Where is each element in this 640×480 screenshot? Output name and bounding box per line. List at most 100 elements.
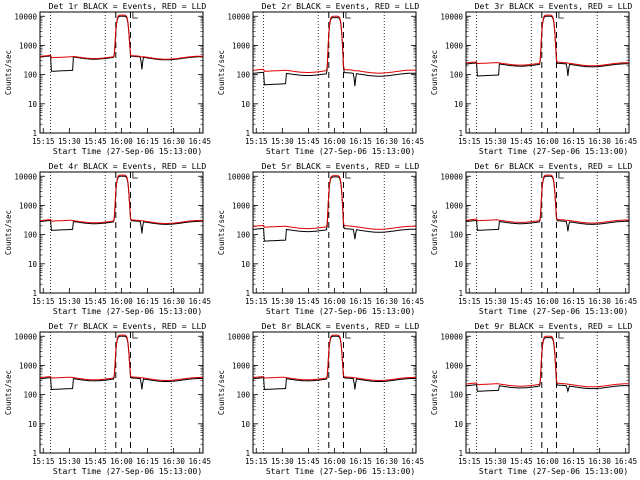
y-tick-label: 10000	[14, 12, 37, 21]
x-tick-label: 15:15	[32, 297, 55, 306]
y-tick-label: 1	[245, 449, 250, 458]
x-tick-label: 16:00	[536, 297, 559, 306]
events-series-line	[465, 337, 629, 394]
events-series-line	[252, 335, 416, 390]
y-tick-label: 1	[32, 449, 37, 458]
y-tick-label: 10000	[227, 12, 250, 21]
x-tick-label: 16:30	[588, 297, 611, 306]
x-tick-label: 16:15	[349, 297, 372, 306]
x-axis-label: Start Time (27-Sep-06 15:13:00)	[53, 467, 202, 476]
lld-series-line	[39, 334, 203, 381]
y-tick-label: 100	[449, 391, 463, 400]
lld-series-line	[465, 174, 630, 224]
y-axis-label: Counts/sec	[217, 210, 226, 255]
x-tick-label: 16:45	[614, 137, 637, 146]
x-tick-label: 15:30	[58, 297, 81, 306]
x-axis-label: Start Time (27-Sep-06 15:13:00)	[53, 307, 202, 316]
y-tick-label: 10	[28, 100, 38, 109]
attenuator-mark	[558, 172, 564, 179]
y-tick-label: 1000	[19, 361, 38, 370]
x-tick-label: 15:30	[271, 137, 294, 146]
x-tick-label: 16:30	[162, 297, 185, 306]
detector-panel: Det 3r BLACK = Events, RED = LLD 1 10 100 10…	[430, 1, 637, 156]
x-tick-label: 15:30	[58, 457, 81, 466]
y-tick-label: 100	[23, 231, 37, 240]
x-tick-label: 15:15	[458, 137, 481, 146]
panel-title: Det 2r BLACK = Events, RED = LLD	[262, 1, 420, 11]
x-axis-label: Start Time (27-Sep-06 15:13:00)	[479, 467, 628, 476]
x-tick-label: 15:15	[458, 297, 481, 306]
x-tick-label: 15:45	[297, 457, 320, 466]
plot-frame	[39, 171, 204, 294]
y-tick-label: 10	[454, 420, 464, 429]
y-axis-label: Counts/sec	[4, 50, 13, 95]
y-tick-label: 1000	[445, 201, 464, 210]
plot-frame	[465, 331, 630, 454]
x-tick-label: 16:00	[536, 457, 559, 466]
attenuator-mark	[558, 12, 564, 19]
plot-frame	[252, 171, 417, 294]
y-axis-label: Counts/sec	[217, 50, 226, 95]
x-tick-label: 15:45	[510, 297, 533, 306]
x-tick-label: 15:45	[84, 457, 107, 466]
x-tick-label: 16:00	[110, 137, 133, 146]
x-tick-label: 16:45	[188, 137, 211, 146]
x-tick-label: 16:00	[536, 137, 559, 146]
x-tick-label: 16:15	[562, 457, 585, 466]
attenuator-mark	[345, 332, 351, 339]
y-tick-label: 1	[458, 449, 463, 458]
lld-series-line	[252, 334, 416, 381]
detector-panel: Det 5r BLACK = Events, RED = LLD 1 10 100 10…	[217, 161, 424, 316]
x-tick-label: 16:30	[588, 457, 611, 466]
y-axis-label: Counts/sec	[430, 210, 439, 255]
y-tick-label: 1	[245, 129, 250, 138]
y-tick-label: 1000	[445, 41, 464, 50]
x-tick-label: 15:45	[510, 457, 533, 466]
x-tick-label: 15:30	[484, 137, 507, 146]
x-axis-label: Start Time (27-Sep-06 15:13:00)	[266, 147, 415, 156]
lld-series-line	[39, 174, 203, 224]
x-tick-label: 15:15	[245, 137, 268, 146]
y-tick-label: 10000	[227, 332, 250, 341]
detector-panel: Det 4r BLACK = Events, RED = LLD 1 10 100 10…	[4, 161, 211, 316]
y-tick-label: 100	[449, 231, 463, 240]
x-tick-label: 16:15	[349, 457, 372, 466]
detector-panel: Det 8r BLACK = Events, RED = LLD 1 10 100 10…	[217, 321, 424, 476]
lld-series-line	[252, 15, 416, 74]
lld-series-line	[252, 175, 417, 230]
y-tick-label: 100	[23, 391, 37, 400]
events-series-line	[465, 15, 629, 77]
y-tick-label: 10000	[440, 332, 463, 341]
x-tick-label: 15:15	[32, 137, 55, 146]
x-axis-label: Start Time (27-Sep-06 15:13:00)	[479, 147, 628, 156]
y-tick-label: 1000	[19, 41, 38, 50]
x-tick-label: 15:45	[84, 297, 107, 306]
x-tick-label: 16:45	[188, 457, 211, 466]
y-tick-label: 100	[236, 231, 250, 240]
panel-title: Det 9r BLACK = Events, RED = LLD	[475, 321, 633, 331]
y-axis-label: Counts/sec	[430, 370, 439, 415]
detector-panel: Det 1r BLACK = Events, RED = LLD 1 10 100 10…	[4, 1, 211, 156]
x-tick-label: 15:15	[245, 297, 268, 306]
detector-panel: Det 2r BLACK = Events, RED = LLD 1 10 100 10…	[217, 1, 424, 156]
x-tick-label: 16:00	[110, 457, 133, 466]
y-axis-label: Counts/sec	[4, 210, 13, 255]
y-tick-label: 10	[28, 260, 38, 269]
panel-title: Det 4r BLACK = Events, RED = LLD	[49, 161, 207, 171]
x-tick-label: 16:30	[162, 457, 185, 466]
lld-series-line	[465, 14, 629, 67]
panel-title: Det 3r BLACK = Events, RED = LLD	[475, 1, 633, 11]
y-tick-label: 10	[241, 100, 251, 109]
y-tick-label: 10000	[440, 12, 463, 21]
x-tick-label: 16:30	[162, 137, 185, 146]
events-series-line	[39, 15, 203, 72]
x-tick-label: 15:15	[32, 457, 55, 466]
y-axis-label: Counts/sec	[4, 370, 13, 415]
y-tick-label: 10000	[14, 332, 37, 341]
x-tick-label: 16:00	[323, 457, 346, 466]
panel-title: Det 1r BLACK = Events, RED = LLD	[49, 1, 207, 11]
x-tick-label: 16:45	[401, 297, 424, 306]
plot-frame	[39, 331, 204, 454]
x-tick-label: 15:45	[84, 137, 107, 146]
